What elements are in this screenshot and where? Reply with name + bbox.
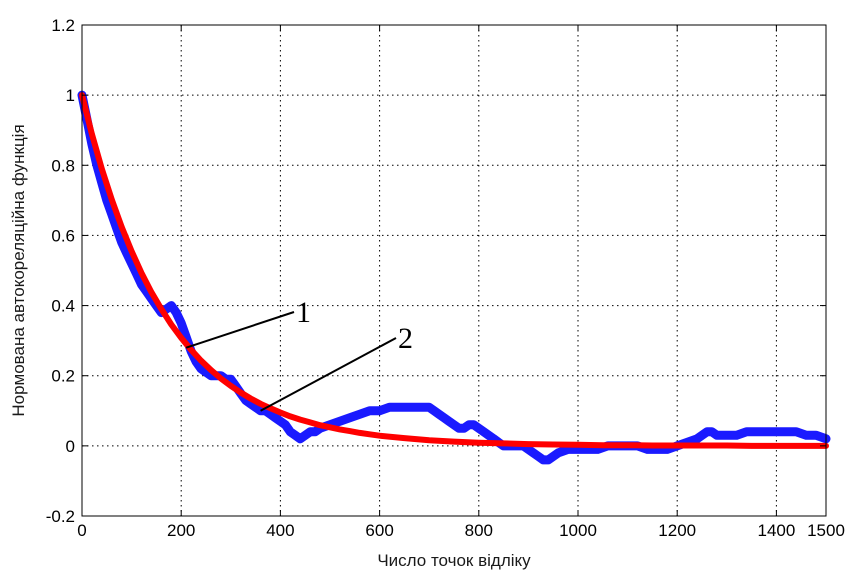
series-1-marker (430, 406, 439, 415)
series-2-line (79, 92, 829, 449)
series-1-marker (474, 424, 483, 433)
annotation-leader-2 (260, 337, 397, 412)
series-1-marker (291, 431, 300, 440)
series-1-marker (459, 424, 468, 433)
series-1-marker (479, 427, 488, 436)
series-1-marker (469, 420, 478, 429)
series-1-marker (484, 431, 493, 440)
y-tick-label: 1.2 (51, 16, 75, 35)
y-axis-label: Нормована автокореляційна функція (9, 124, 28, 416)
y-tick-label: 0 (66, 437, 75, 456)
series-1-marker (251, 403, 260, 412)
series-1-marker (549, 452, 558, 461)
axes-box (81, 24, 827, 517)
x-tick-label: 1200 (658, 521, 696, 540)
x-tick-label: 1000 (559, 521, 597, 540)
x-tick-label: 200 (167, 521, 195, 540)
series-1-marker (435, 410, 444, 419)
series-1-marker (301, 431, 310, 440)
series-1-marker (335, 417, 344, 426)
annotation-label-2: 2 (398, 322, 413, 355)
x-tick-label: 800 (465, 521, 493, 540)
series-1-marker (226, 375, 235, 384)
series-1-marker (812, 431, 821, 440)
annotations: 12 (185, 296, 413, 412)
series-1-marker (425, 403, 434, 412)
annotation-leader-1 (185, 311, 295, 349)
series-1-marker (712, 431, 721, 440)
y-tick-label: 0.6 (51, 226, 75, 245)
series-1-marker (534, 452, 543, 461)
series-1-marker (202, 368, 210, 377)
series-1-marker (177, 319, 186, 328)
series-1-marker (732, 431, 741, 440)
series-1-marker (450, 420, 458, 429)
series-1-marker (167, 301, 176, 310)
x-tick-label: 1400 (757, 521, 795, 540)
series-1-marker (722, 431, 731, 440)
series-1-marker (698, 431, 706, 440)
series-1-marker (271, 413, 280, 422)
series-1-marker (802, 431, 811, 440)
series-1-marker (365, 406, 374, 415)
series-1-marker (276, 417, 285, 426)
series-1-marker (375, 406, 384, 415)
series-1-marker (544, 455, 553, 464)
series-1-marker (355, 410, 364, 419)
series-1-marker (345, 413, 354, 422)
series-1-marker (197, 364, 205, 373)
series-1-marker (281, 420, 290, 429)
series-1-marker (707, 427, 716, 436)
x-tick-label: 400 (266, 521, 294, 540)
series-1-marker (693, 434, 701, 443)
x-axis-label: Число точок відліку (377, 551, 531, 570)
y-tick-label: 0.4 (51, 297, 75, 316)
x-tick-label: 0 (77, 521, 86, 540)
series-1-marker (266, 410, 275, 419)
series-1-marker (311, 427, 320, 436)
series-1-marker (554, 448, 563, 457)
series-1-marker (762, 427, 771, 436)
series-1-marker (529, 448, 538, 457)
series-1-marker (445, 417, 453, 426)
annotation-label-1: 1 (296, 296, 311, 329)
series-1-marker (117, 238, 126, 247)
ticks: 0 200 400 600 800 1000 1200 1400 1500-0.200.20.4… (46, 16, 845, 540)
series-1-marker (792, 427, 801, 436)
y-tick-label: 1 (66, 86, 75, 105)
series-1-marker (752, 427, 761, 436)
y-tick-label: -0.2 (46, 507, 75, 526)
series-1-marker (405, 403, 414, 412)
series-1-marker (395, 403, 404, 412)
series-1-marker (296, 434, 305, 443)
series-1-marker (772, 427, 781, 436)
series-1-marker (782, 427, 791, 436)
y-tick-label: 0.8 (51, 156, 75, 175)
x-tick-label: 600 (365, 521, 393, 540)
series-group (77, 90, 831, 465)
series-1-marker (742, 427, 751, 436)
y-tick-label: 0.2 (51, 367, 75, 386)
series-1-marker (440, 413, 449, 422)
series-1-marker (172, 308, 181, 317)
series-1-marker (286, 427, 295, 436)
x-tick-label: 1500 (807, 521, 845, 540)
series-1-marker (415, 403, 424, 412)
series-1-marker (385, 403, 394, 412)
